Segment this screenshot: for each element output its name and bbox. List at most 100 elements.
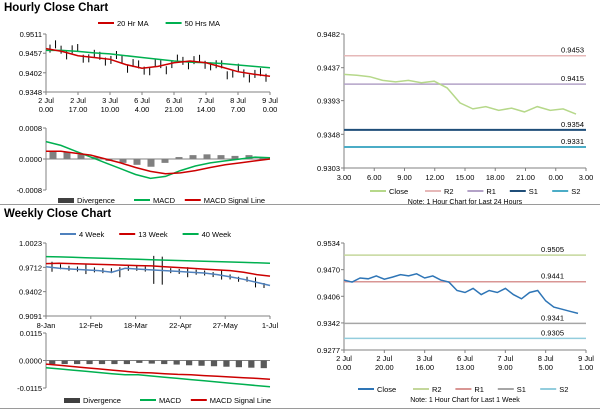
hourly-pivot-legend-label: S1 — [529, 187, 538, 196]
weekly-pivot-x-tick-label: 1.00 — [579, 363, 594, 372]
weekly-price-x-tick-label: 22-Apr — [169, 321, 192, 330]
weekly-pivot-s1-label: 0.9341 — [541, 313, 564, 322]
weekly-pivot-legend-label: S1 — [517, 385, 526, 394]
hourly-price-x-tick-label: 21.00 — [165, 105, 184, 114]
hourly-pivot-x-tick-label: 3.00 — [337, 173, 352, 182]
weekly-price-4wk-ma-line — [45, 265, 271, 287]
hourly-pivot-close-line — [343, 73, 577, 115]
weekly-pivot-legend-label: Close — [377, 385, 396, 394]
hourly-pivot-r1-label: 0.9415 — [561, 74, 584, 83]
hourly-price-x-tick-label: 0.00 — [39, 105, 54, 114]
weekly-pivot-x-tick-label: 2 Jul — [336, 354, 352, 363]
hourly-pivot-y-tick-label: 0.9437 — [317, 64, 340, 73]
weekly-price-legend-label: 13 Week — [138, 230, 168, 239]
bottom-divider — [0, 408, 600, 409]
hourly-pivot-s2-label: 0.9331 — [561, 137, 584, 146]
weekly-pivot-note: Note: 1 Hour Chart for Last 1 Week — [410, 397, 520, 404]
weekly-pivot-y-tick-label: 0.9277 — [317, 346, 340, 355]
hourly-price-50hr-ma-line — [46, 49, 271, 69]
hourly-price-y-tick-label: 0.9511 — [20, 30, 42, 39]
hourly-price-x-tick-label: 2 Jul — [38, 96, 54, 105]
hourly-price-x-tick-label: 8 Jul — [230, 96, 246, 105]
weekly-macd-legend-label: MACD — [159, 396, 182, 405]
section-divider — [0, 204, 600, 205]
hourly-pivot-x-tick-label: 21.00 — [516, 173, 535, 182]
hourly-price-legend-label: 20 Hr MA — [117, 19, 149, 28]
hourly-pivot-y-tick-label: 0.9393 — [317, 97, 340, 106]
hourly-pivot-x-tick-label: 15.00 — [456, 173, 475, 182]
hourly-price-x-tick-label: 17.00 — [69, 105, 88, 114]
hourly-pivot-y-tick-label: 0.9348 — [317, 130, 340, 139]
hourly-pivot-x-tick-label: 12.00 — [425, 173, 444, 182]
weekly-macd-legend-label: MACD Signal Line — [210, 396, 271, 405]
hourly-pivot-r2-label: 0.9453 — [561, 46, 584, 55]
weekly-price-13wk-ma-line — [45, 262, 271, 277]
hourly-price-x-tick-label: 10.00 — [101, 105, 120, 114]
weekly-price-x-tick-label: 8-Jan — [37, 321, 56, 330]
weekly-pivot-legend-label: R2 — [432, 385, 442, 394]
hourly-price-x-tick-label: 2 Jul — [70, 96, 86, 105]
hourly-price-y-tick-label: 0.9348 — [19, 88, 42, 97]
weekly-price-y-tick-label: 1.0023 — [19, 239, 42, 248]
weekly-price-legend-label: 40 Week — [202, 230, 232, 239]
hourly-price-y-tick-label: 0.9402 — [19, 69, 42, 78]
hourly-pivot-x-tick-label: 0.00 — [548, 173, 563, 182]
weekly-pivot-y-tick-label: 0.9534 — [317, 239, 340, 248]
hourly-pivot-legend-label: R2 — [444, 187, 454, 196]
weekly-price-legend-label: 4 Week — [79, 230, 105, 239]
weekly-pivot-y-tick-label: 0.9406 — [317, 292, 340, 301]
weekly-price-y-tick-label: 0.9402 — [19, 288, 42, 297]
weekly-pivot-r2-label: 0.9505 — [541, 245, 564, 254]
weekly-pivot-x-tick-label: 8 Jul — [538, 354, 554, 363]
weekly-pivot-x-tick-label: 9.00 — [498, 363, 513, 372]
weekly-pivot-x-tick-label: 3 Jul — [417, 354, 433, 363]
weekly-price-x-tick-label: 1-Jul — [262, 321, 279, 330]
hourly-pivot-x-tick-label: 6.00 — [367, 173, 382, 182]
hourly-pivot-legend-label: Close — [389, 187, 408, 196]
weekly-price-x-tick-label: 12-Feb — [79, 321, 103, 330]
hourly-price-x-tick-label: 3 Jul — [102, 96, 118, 105]
weekly-pivot-y-tick-label: 0.9470 — [317, 266, 340, 275]
weekly-section-title: Weekly Close Chart — [4, 208, 112, 220]
hourly-pivot-note: Note: 1 Hour Chart for Last 24 Hours — [408, 199, 523, 206]
weekly-price-y-tick-label: 0.9712 — [19, 263, 42, 272]
hourly-price-x-tick-label: 7.00 — [231, 105, 246, 114]
weekly-price-y-tick-label: 0.9091 — [19, 312, 42, 321]
weekly-macd-legend-swatch — [64, 398, 80, 403]
weekly-macd-signal-line — [45, 363, 271, 380]
hourly-macd-legend-swatch — [58, 198, 74, 203]
hourly-price-x-tick-label: 4.00 — [135, 105, 150, 114]
hourly-pivot-legend-label: R1 — [486, 187, 496, 196]
hourly-macd-legend-label: Divergence — [77, 196, 115, 205]
hourly-macd-y-tick-label: 0.0000 — [19, 155, 42, 164]
weekly-pivot-x-tick-label: 13.00 — [456, 363, 475, 372]
weekly-pivot-r1-label: 0.9441 — [541, 272, 564, 281]
hourly-price-y-tick-label: 0.9457 — [19, 49, 42, 58]
hourly-price-legend-label: 50 Hrs MA — [185, 19, 220, 28]
hourly-pivot-y-tick-label: 0.9482 — [317, 30, 340, 39]
weekly-pivot-y-tick-label: 0.9342 — [317, 319, 340, 328]
weekly-pivot-legend-label: R1 — [474, 385, 484, 394]
hourly-pivot-x-tick-label: 18.00 — [486, 173, 505, 182]
weekly-pivot-x-tick-label: 2 Jul — [376, 354, 392, 363]
hourly-price-x-tick-label: 14.00 — [197, 105, 216, 114]
weekly-price-x-tick-label: 18-Mar — [124, 321, 148, 330]
weekly-pivot-x-tick-label: 9 Jul — [578, 354, 594, 363]
hourly-price-x-tick-label: 6 Jul — [134, 96, 150, 105]
weekly-macd-y-tick-label: -0.0115 — [17, 384, 42, 393]
weekly-macd-line — [45, 366, 271, 388]
hourly-price-x-tick-label: 6 Jul — [166, 96, 182, 105]
weekly-price-40wk-ma-line — [45, 255, 271, 264]
weekly-macd-y-tick-label: 0.0115 — [20, 329, 42, 338]
hourly-pivot-y-tick-label: 0.9303 — [317, 164, 340, 173]
weekly-pivot-x-tick-label: 6 Jul — [457, 354, 473, 363]
weekly-pivot-x-tick-label: 7 Jul — [497, 354, 513, 363]
hourly-price-20hr-ma-line — [45, 47, 271, 78]
weekly-price-x-tick-label: 27-May — [213, 321, 238, 330]
weekly-macd-legend-label: Divergence — [83, 396, 121, 405]
hourly-macd-legend-label: MACD — [153, 196, 176, 205]
hourly-macd-y-tick-label: -0.0008 — [17, 186, 42, 195]
weekly-pivot-x-tick-label: 16.00 — [415, 363, 434, 372]
weekly-pivot-x-tick-label: 20.00 — [375, 363, 394, 372]
